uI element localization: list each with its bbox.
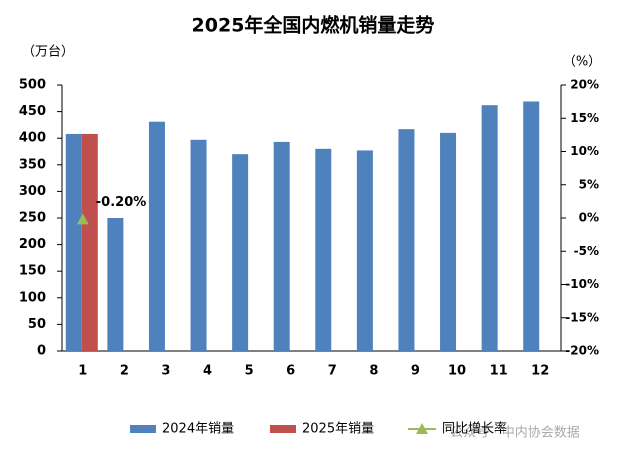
legend-swatch bbox=[416, 423, 428, 434]
y-tick-label: 100 bbox=[19, 290, 46, 305]
y2-axis-label: （%） bbox=[563, 55, 601, 70]
legend-label: 2025年销量 bbox=[302, 422, 374, 437]
y-tick-label: 350 bbox=[19, 157, 46, 172]
x-tick-label: 3 bbox=[161, 364, 170, 379]
bar bbox=[107, 218, 124, 351]
y2-tick-label: -15% bbox=[565, 310, 599, 324]
y2-tick-label: -10% bbox=[565, 277, 599, 291]
y-tick-label: 50 bbox=[28, 317, 46, 332]
x-tick-label: 1 bbox=[78, 364, 87, 379]
bar bbox=[65, 133, 82, 351]
x-tick-label: 5 bbox=[245, 364, 254, 379]
bar bbox=[190, 139, 207, 351]
x-tick-label: 2 bbox=[120, 364, 129, 379]
y-tick-label: 400 bbox=[19, 131, 46, 146]
bar bbox=[232, 154, 249, 351]
legend-swatch bbox=[130, 425, 156, 433]
y-tick-label: 0 bbox=[37, 344, 46, 359]
x-tick-label: 8 bbox=[369, 364, 378, 379]
bar bbox=[481, 105, 498, 351]
y-tick-label: 300 bbox=[19, 184, 46, 199]
y2-tick-label: 5% bbox=[579, 177, 599, 191]
y2-tick-label: -20% bbox=[565, 344, 599, 358]
bar bbox=[523, 101, 540, 351]
y-tick-label: 150 bbox=[19, 264, 46, 279]
x-tick-label: 10 bbox=[448, 364, 466, 379]
y-tick-label: 450 bbox=[19, 104, 46, 119]
line-point bbox=[76, 213, 89, 225]
x-tick-label: 4 bbox=[203, 364, 212, 379]
y-tick-label: 500 bbox=[19, 78, 46, 93]
bar bbox=[273, 141, 290, 351]
bar bbox=[440, 132, 457, 351]
bar bbox=[148, 121, 165, 351]
y-tick-label: 200 bbox=[19, 237, 46, 252]
y2-tick-label: 10% bbox=[570, 144, 599, 158]
bar bbox=[398, 129, 415, 351]
bar bbox=[81, 133, 98, 351]
y2-tick-label: 15% bbox=[570, 111, 599, 125]
legend-label: 同比增长率 bbox=[442, 421, 507, 437]
data-label: -0.20% bbox=[96, 195, 146, 210]
y2-tick-label: -5% bbox=[574, 244, 599, 258]
y2-tick-label: 20% bbox=[570, 78, 599, 92]
y-tick-label: 250 bbox=[19, 211, 46, 226]
x-tick-label: 11 bbox=[490, 364, 508, 379]
bar bbox=[315, 148, 332, 351]
chart-title: 2025年全国内燃机销量走势 bbox=[192, 14, 435, 37]
y-axis-label: （万台） bbox=[22, 45, 74, 60]
x-tick-label: 9 bbox=[411, 364, 420, 379]
x-tick-label: 7 bbox=[328, 364, 337, 379]
legend-swatch bbox=[270, 425, 296, 433]
x-tick-label: 6 bbox=[286, 364, 295, 379]
bar bbox=[356, 150, 373, 351]
y2-tick-label: 0% bbox=[579, 211, 599, 225]
legend-label: 2024年销量 bbox=[162, 422, 234, 437]
x-tick-label: 12 bbox=[531, 364, 549, 379]
watermark: 公众号 · 中内协会数据 bbox=[450, 425, 579, 441]
